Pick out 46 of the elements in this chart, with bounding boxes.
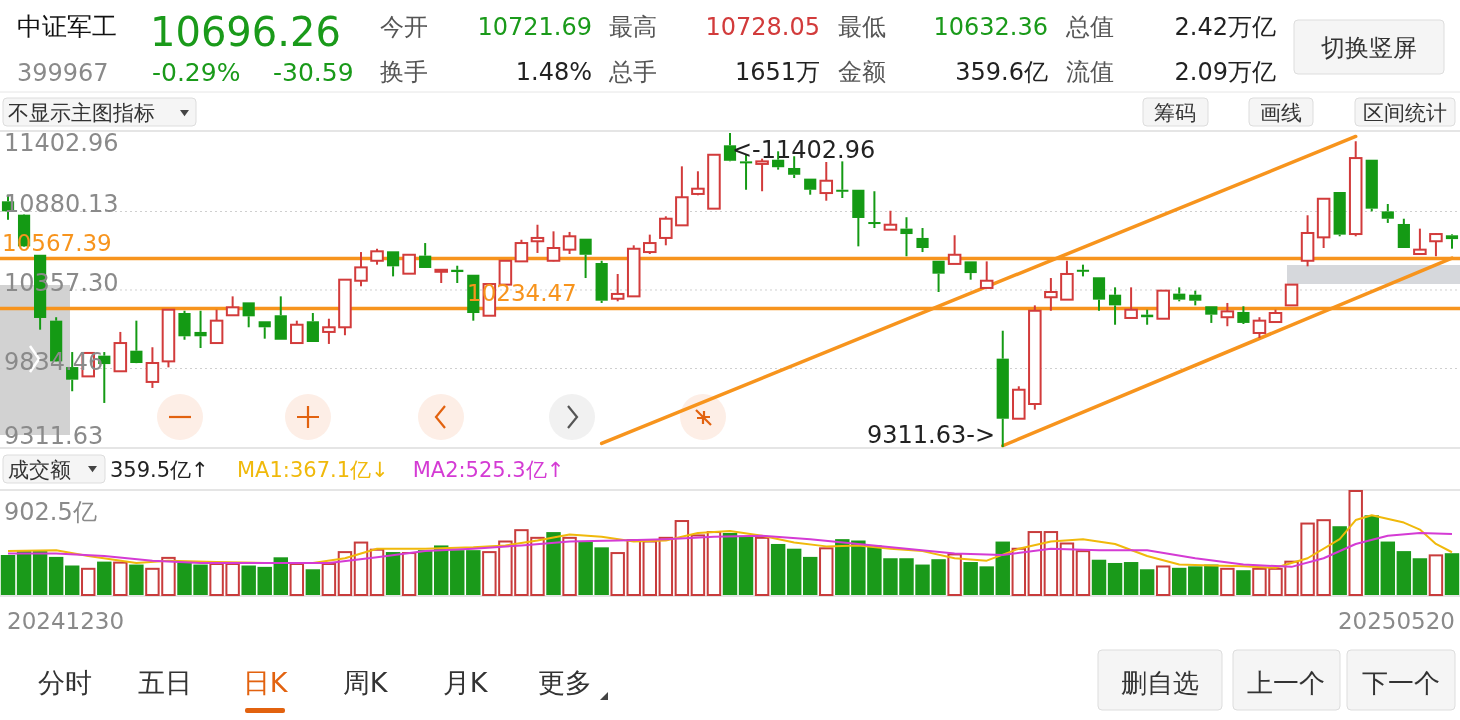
text: 分时: [38, 667, 92, 698]
text: 五日: [138, 667, 192, 698]
text: 2.09万亿: [1174, 58, 1276, 86]
chart-title: 成交额: [8, 458, 71, 482]
text: 1.48%: [515, 58, 592, 86]
text: 日K: [242, 667, 289, 698]
text: 流值: [1066, 58, 1114, 86]
text: -30.59: [273, 58, 354, 87]
text: 周K: [342, 667, 389, 698]
text: 20241230: [7, 608, 125, 634]
text: 金额: [838, 58, 886, 86]
y-tick-label: 9311.63: [4, 422, 104, 450]
text: 最高: [609, 13, 657, 41]
text: 删自选: [1121, 668, 1199, 698]
text: 下一个: [1362, 668, 1440, 698]
text: 中证军工: [17, 12, 117, 41]
text: 10632.36: [933, 13, 1048, 41]
text: 筹码: [1154, 101, 1196, 125]
text: 总手: [608, 58, 657, 86]
text: 不显示主图指标: [8, 101, 155, 125]
text: MA2:525.3亿↑: [412, 458, 565, 482]
text: 今开: [380, 13, 428, 41]
text: 1651万: [734, 58, 820, 86]
text: 总值: [1065, 13, 1114, 41]
text: 画线: [1260, 101, 1302, 125]
text: 399967: [17, 59, 109, 87]
text: 20250520: [1337, 608, 1455, 634]
ref-line-label: 10567.39: [2, 230, 112, 257]
text: 10728.05: [705, 13, 820, 41]
text: 更多: [538, 667, 592, 698]
text: 切换竖屏: [1321, 34, 1417, 62]
annotation: 9311.63->: [866, 421, 995, 449]
text: 最低: [838, 13, 886, 41]
annotation: 902.5亿: [4, 498, 97, 526]
text: 10696.26: [150, 9, 341, 55]
y-tick-label: 11402.96: [4, 129, 119, 157]
text: 359.5亿↑: [110, 458, 209, 482]
text: 换手: [380, 58, 428, 86]
text: 区间统计: [1363, 101, 1447, 125]
text: 上一个: [1247, 668, 1325, 698]
text: MA1:367.1亿↓: [237, 458, 389, 482]
text: 月K: [442, 667, 489, 698]
text: -0.29%: [152, 58, 241, 87]
text: 2.42万亿: [1174, 13, 1276, 41]
text: 10721.69: [477, 13, 592, 41]
text: 359.6亿: [955, 58, 1048, 86]
